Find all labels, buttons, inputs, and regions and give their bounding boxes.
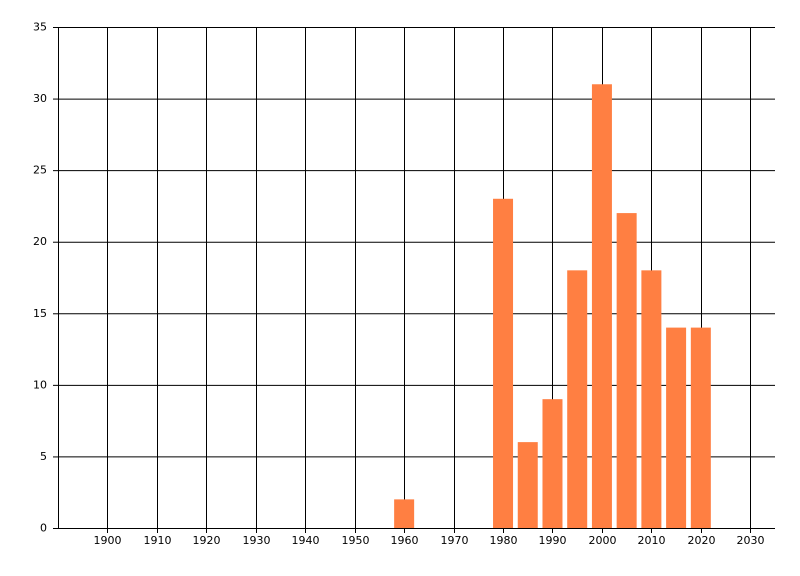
x-tick-label: 1940 [292,534,320,547]
bar [616,213,637,529]
x-tick-label: 2010 [638,534,666,547]
x-tick-label: 2020 [688,534,716,547]
x-tick-label: 1920 [193,534,221,547]
y-tick-label: 35 [33,21,47,34]
bar [567,270,588,528]
y-tick-label: 0 [40,522,47,535]
x-tick-label: 2000 [589,534,617,547]
y-tick-label: 5 [40,450,47,463]
bar [394,499,415,528]
bar [517,442,538,528]
x-tick-label: 1910 [144,534,172,547]
y-tick-label: 30 [33,92,47,105]
x-tick-label: 1970 [441,534,469,547]
x-tick-label: 1980 [490,534,518,547]
x-tick-label: 1990 [539,534,567,547]
bar [493,198,514,528]
bar [591,84,612,528]
bar [690,327,711,528]
y-tick-label: 10 [33,378,47,391]
x-tick-label: 1900 [94,534,122,547]
y-tick-label: 20 [33,235,47,248]
x-tick-label: 2030 [737,534,765,547]
bar [542,399,563,528]
x-tick-label: 1950 [342,534,370,547]
x-tick-label: 1960 [391,534,419,547]
y-tick-label: 25 [33,164,47,177]
x-tick-label: 1930 [243,534,271,547]
bar [666,327,687,528]
y-tick-label: 15 [33,307,47,320]
bar [641,270,662,528]
